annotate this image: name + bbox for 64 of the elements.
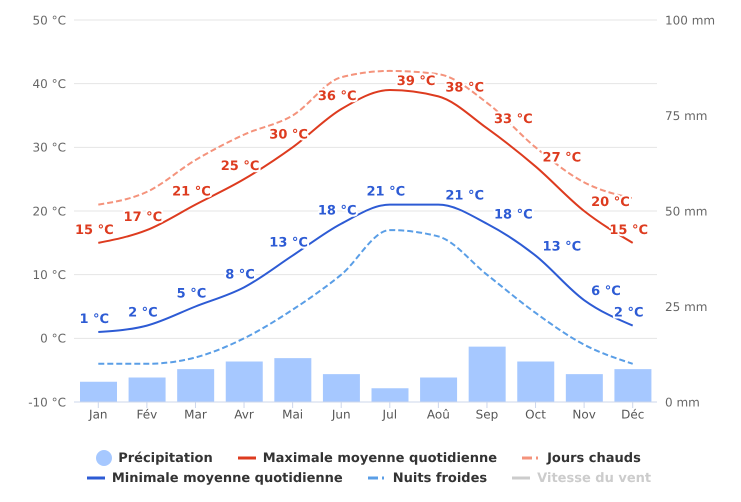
x-tick-label: Jan (88, 408, 108, 422)
x-tick-label: Mai (282, 408, 304, 422)
data-label: 18 °C (318, 204, 357, 219)
bar (128, 378, 166, 402)
bar (468, 346, 506, 402)
x-tick-label: Aoû (426, 408, 450, 422)
y2-tick-label: 100 mm (665, 13, 716, 28)
legend-label: Nuits froides (392, 470, 488, 486)
data-label: 21 °C (366, 184, 406, 200)
bar (614, 369, 652, 402)
data-label: 21 °C (172, 184, 211, 200)
data-label: 21 °C (445, 188, 484, 204)
data-label: 15 °C (74, 222, 114, 238)
bar (274, 358, 312, 402)
data-label: 36 °C (318, 89, 357, 104)
y2-tick-label: 50 mm (665, 204, 708, 218)
bar (226, 362, 263, 402)
data-label: 39 °C (396, 74, 436, 90)
x-tick-label: Jun (330, 408, 351, 422)
y-tick-label: 30 °C (32, 140, 66, 155)
x-tick-label: Sep (476, 408, 498, 422)
y-tick-label: 10 °C (32, 268, 66, 282)
x-tick-label: Mar (184, 408, 207, 422)
bar (372, 388, 408, 402)
data-label: 8 °C (225, 267, 255, 282)
x-tick-label: Fév (136, 408, 158, 422)
y2-tick-label: 25 mm (665, 300, 708, 314)
y-tick-label: 40 °C (32, 76, 66, 91)
bar (177, 369, 214, 402)
data-label: 13 °C (542, 240, 582, 255)
data-label: 2 °C (128, 306, 158, 321)
x-tick-label: Déc (621, 408, 644, 422)
x-tick-label: Oct (525, 408, 546, 422)
y2-tick-label: 0 mm (665, 395, 700, 410)
bar (566, 374, 603, 402)
x-tick-label: Avr (234, 408, 254, 422)
line-series (97, 70, 634, 206)
data-label: 25 °C (220, 159, 260, 174)
bar (517, 362, 554, 402)
data-label: 2 °C (614, 306, 644, 321)
x-tick-label: Nov (572, 408, 596, 422)
data-label: 6 °C (591, 284, 621, 300)
bar (80, 382, 117, 402)
y2-tick-label: 75 mm (665, 108, 708, 123)
x-tick-label: Jul (382, 408, 398, 422)
data-label: 20 °C (591, 195, 630, 210)
data-label: 1 °C (79, 312, 110, 327)
data-label: 5 °C (176, 286, 206, 302)
bar (322, 374, 360, 402)
bar (420, 378, 458, 402)
legend-label: Minimale moyenne quotidienne (110, 470, 343, 486)
data-label: 17 °C (124, 210, 162, 226)
data-label: 13 °C (269, 236, 308, 251)
legend-label: Précipitation (117, 450, 213, 466)
y-tick-label: 20 °C (32, 204, 66, 218)
data-label: 18 °C (494, 208, 533, 223)
y-tick-label: -10 °C (28, 395, 66, 410)
legend-label: Jours chauds (545, 450, 641, 466)
legend-label: Maximale moyenne quotidienne (262, 450, 498, 466)
y-tick-label: 0 °C (40, 332, 66, 346)
data-label: 33 °C (494, 112, 533, 128)
y-tick-label: 50 °C (32, 13, 66, 28)
data-label: 27 °C (542, 150, 582, 166)
data-label: 38 °C (445, 80, 484, 96)
